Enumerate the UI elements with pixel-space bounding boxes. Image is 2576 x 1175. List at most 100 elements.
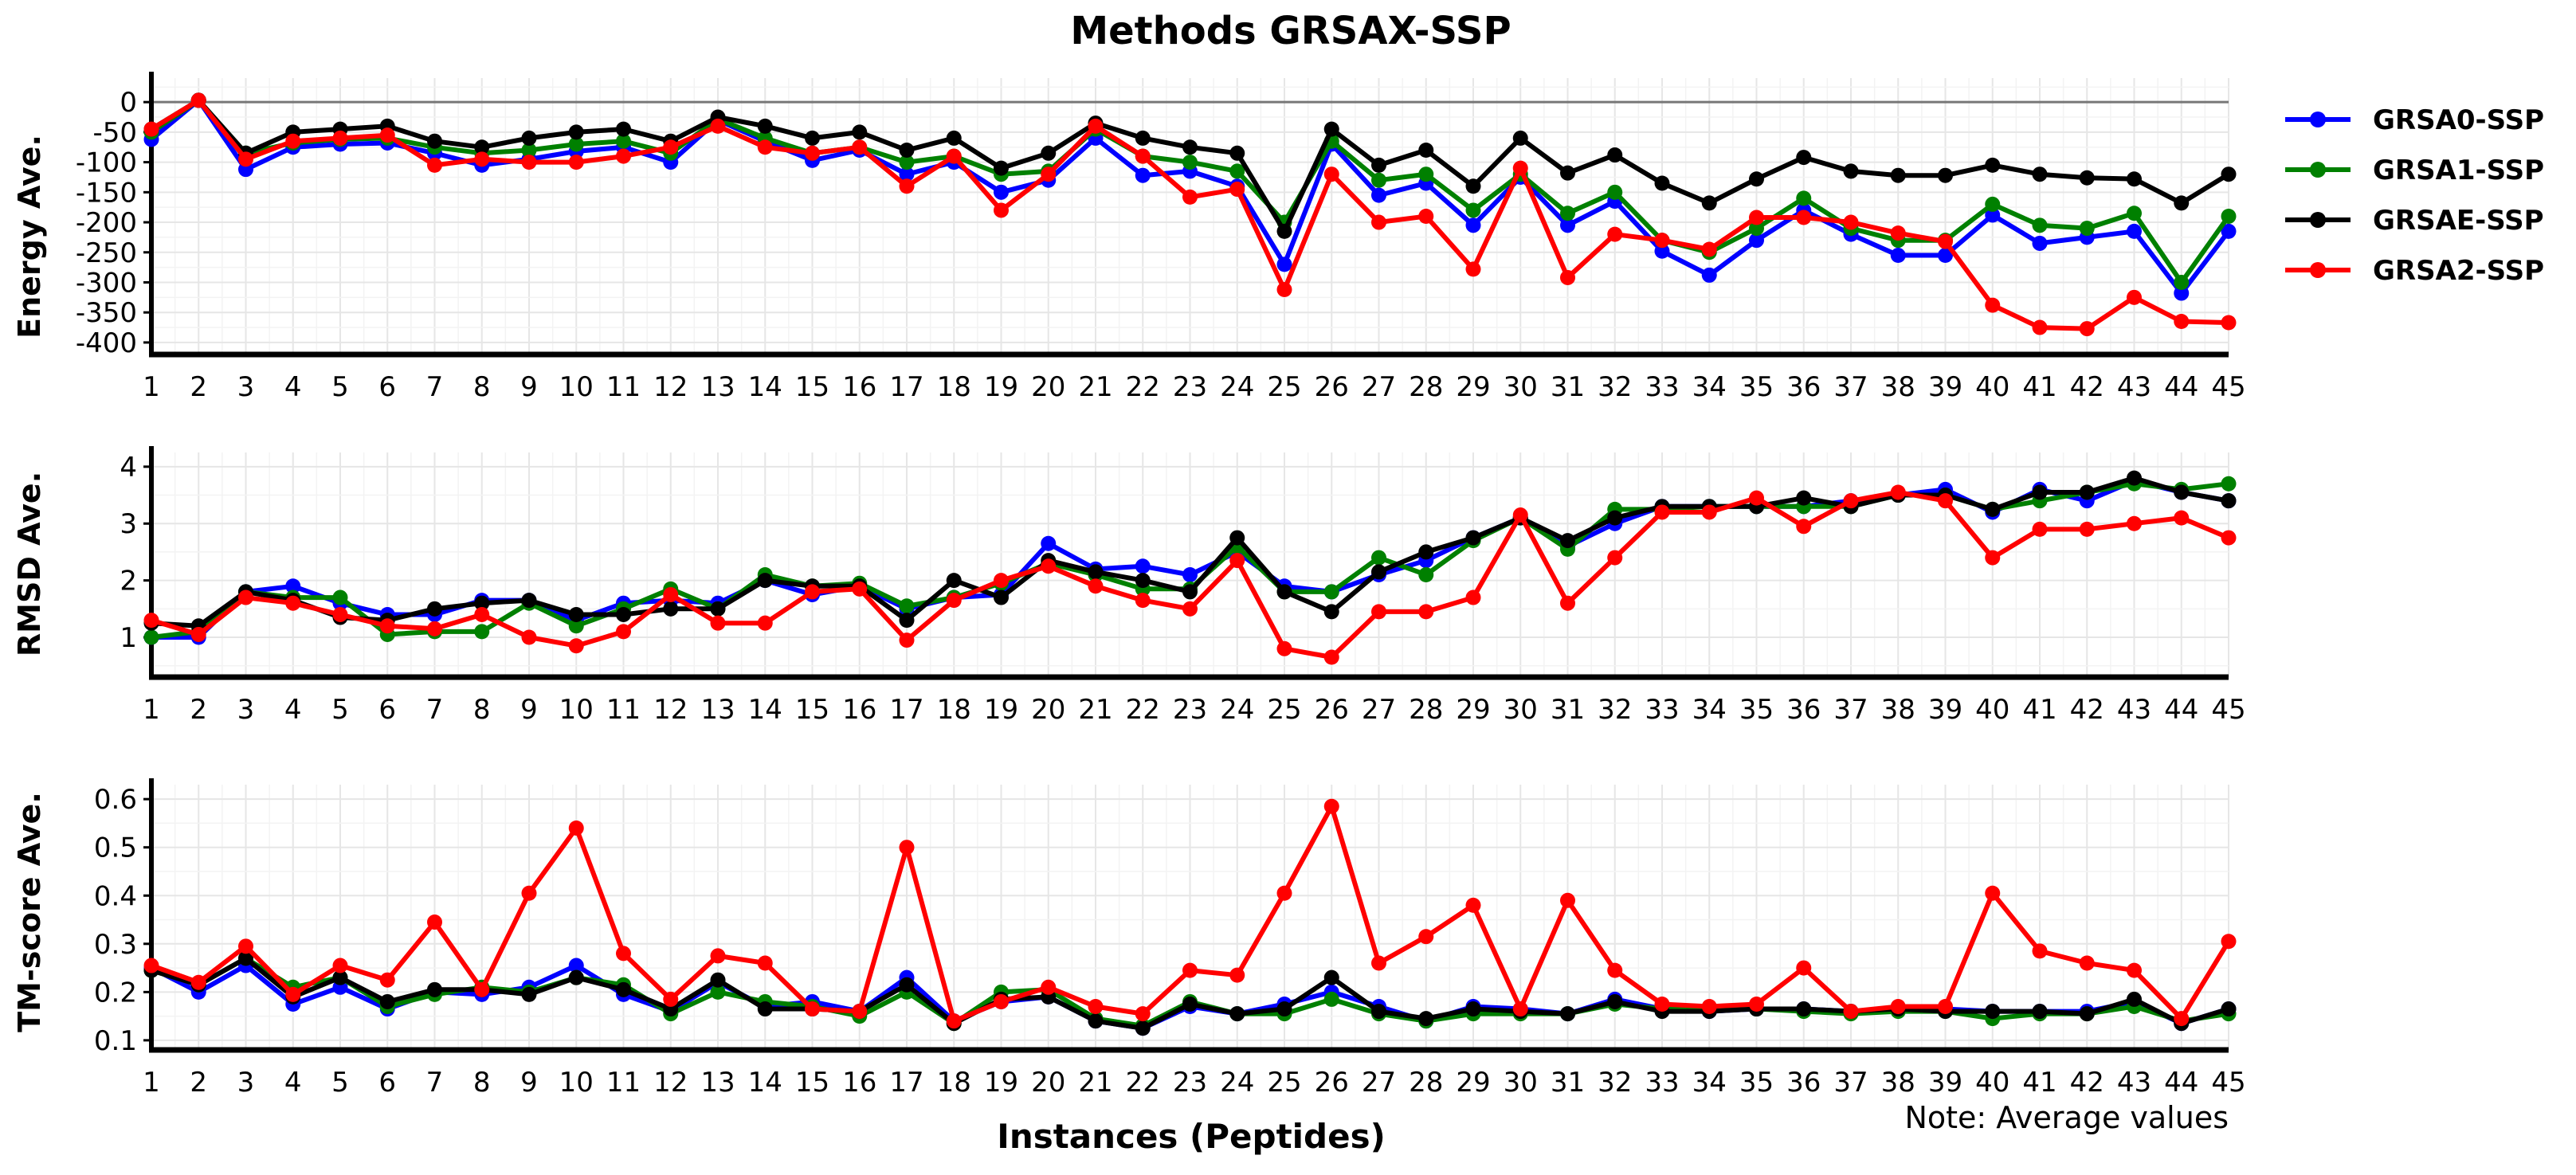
energy-x-tick-label: 10 [559,371,594,403]
rmsd-point-grsa1 [332,589,348,605]
x-axis-label: Instances (Peptides) [997,1117,1386,1156]
tm-score-point-grsae [1465,1001,1481,1017]
rmsd-point-grsa2 [2174,510,2190,526]
energy-point-grsa1 [2079,221,2095,237]
energy-point-grsa1 [616,133,631,149]
rmsd-point-grsa1 [474,624,490,640]
rmsd-point-grsae [1607,510,1623,526]
legend-marker-grsa0 [2310,112,2326,127]
tm-score-point-grsae [1276,1001,1292,1017]
rmsd-point-grsa2 [521,629,537,645]
energy-point-grsa0 [1890,248,1906,264]
tm-score-point-grsae [2221,1001,2237,1017]
rmsd-point-grsa2 [1701,504,1717,520]
energy-point-grsa2 [2221,315,2237,331]
tm-score-y-tick-label: 0.1 [94,1025,137,1057]
tm-score-point-grsa2 [899,840,915,856]
tm-score-x-tick-label: 39 [1928,1067,1962,1099]
energy-x-tick-label: 32 [1598,371,1632,403]
legend-label-grsae: GRSAE-SSP [2373,205,2544,237]
rmsd-x-tick-label: 40 [1975,694,2009,726]
energy-point-grsae [1749,171,1764,187]
energy-point-grsa1 [1371,172,1386,188]
energy-point-grsae [757,118,773,134]
rmsd-x-tick-label: 5 [331,694,349,726]
energy-point-grsae [2079,170,2095,186]
rmsd-x-tick-label: 15 [795,694,829,726]
tm-score-point-grsa2 [1182,962,1198,978]
rmsd-point-grsae [1182,584,1198,600]
rmsd-point-grsa2 [805,584,820,600]
rmsd-x-tick-label: 16 [842,694,876,726]
rmsd-point-grsa2 [238,589,253,605]
rmsd-point-grsae [427,601,442,617]
energy-x-tick-label: 20 [1031,371,1065,403]
energy-x-tick-label: 39 [1928,371,1962,403]
tm-score-point-grsa0 [568,958,584,973]
energy-point-grsa2 [1938,233,1953,249]
rmsd-point-grsa2 [332,606,348,622]
rmsd-point-grsa2 [2127,515,2142,531]
rmsd-x-tick-label: 29 [1456,694,1490,726]
rmsd-x-tick-label: 37 [1833,694,1868,726]
rmsd-point-grsa2 [852,581,868,597]
rmsd-x-tick-label: 20 [1031,694,1065,726]
energy-point-grsa2 [1135,148,1151,164]
tm-score-point-grsa2 [143,958,159,973]
tm-score-point-grsa2 [663,991,679,1007]
energy-point-grsae [1701,195,1717,211]
tm-score-point-grsae [710,972,726,988]
rmsd-x-tick-label: 2 [190,694,207,726]
legend: GRSA0-SSP GRSA1-SSP GRSAE-SSP GRSA2-SSP [2285,104,2544,287]
tm-score-point-grsae [1371,1004,1386,1020]
rmsd-x-tick-label: 4 [284,694,302,726]
tm-score-x-tick-label: 6 [378,1067,396,1099]
energy-x-tick-label: 34 [1692,371,1727,403]
rmsd-x-tick-label: 31 [1551,694,1585,726]
tm-score-point-grsa2 [238,938,253,954]
tm-score-point-grsa1 [1323,991,1339,1007]
energy-point-grsae [2127,171,2142,187]
energy-y-tick-label: -300 [76,267,137,299]
energy-x-tick-label: 40 [1975,371,2009,403]
tm-score-x-tick-label: 26 [1315,1067,1349,1099]
energy-point-grsa2 [332,130,348,146]
energy-point-grsa1 [1418,166,1434,182]
energy-point-grsa2 [2174,314,2190,330]
tm-score-point-grsae [2079,1006,2095,1022]
energy-point-grsae [1418,143,1434,159]
energy-point-grsa1 [1796,190,1812,206]
energy-point-grsa0 [1465,217,1481,233]
tm-score-point-grsa2 [2079,955,2095,971]
energy-point-grsa2 [663,139,679,155]
rmsd-point-grsa2 [190,626,206,642]
tm-score-point-grsa2 [1607,962,1623,978]
energy-point-grsa0 [1938,248,1953,264]
energy-point-grsa2 [2079,321,2095,337]
tm-score-point-grsa2 [1418,929,1434,945]
tm-score-point-grsae [1182,996,1198,1012]
rmsd-x-tick-label: 8 [473,694,491,726]
energy-point-grsa0 [2032,235,2048,251]
rmsd-x-tick-label: 21 [1078,694,1112,726]
energy-x-tick-label: 44 [2164,371,2198,403]
rmsd-x-tick-label: 36 [1786,694,1821,726]
energy-point-grsa2 [616,148,631,164]
tm-score-x-tick-label: 30 [1504,1067,1538,1099]
energy-x-tick-label: 18 [937,371,971,403]
rmsd-x-tick-label: 35 [1739,694,1774,726]
legend-item-grsae: GRSAE-SSP [2285,205,2544,237]
tm-score-point-grsae [332,969,348,985]
rmsd-point-grsa2 [899,633,915,648]
tm-score-point-grsae [1135,1020,1151,1036]
rmsd-x-tick-label: 26 [1315,694,1349,726]
legend-label-grsa0: GRSA0-SSP [2373,104,2544,136]
rmsd-point-grsa2 [1985,550,2001,566]
energy-point-grsae [1985,157,2001,173]
rmsd-x-tick-label: 25 [1267,694,1301,726]
energy-point-grsa2 [1418,209,1434,224]
tm-score-x-tick-label: 14 [748,1067,782,1099]
rmsd-point-grsa2 [2032,521,2048,537]
rmsd-point-grsae [2032,484,2048,500]
energy-panel: Energy Ave. 0-50-100-150-200-250-300-350… [12,72,2246,403]
